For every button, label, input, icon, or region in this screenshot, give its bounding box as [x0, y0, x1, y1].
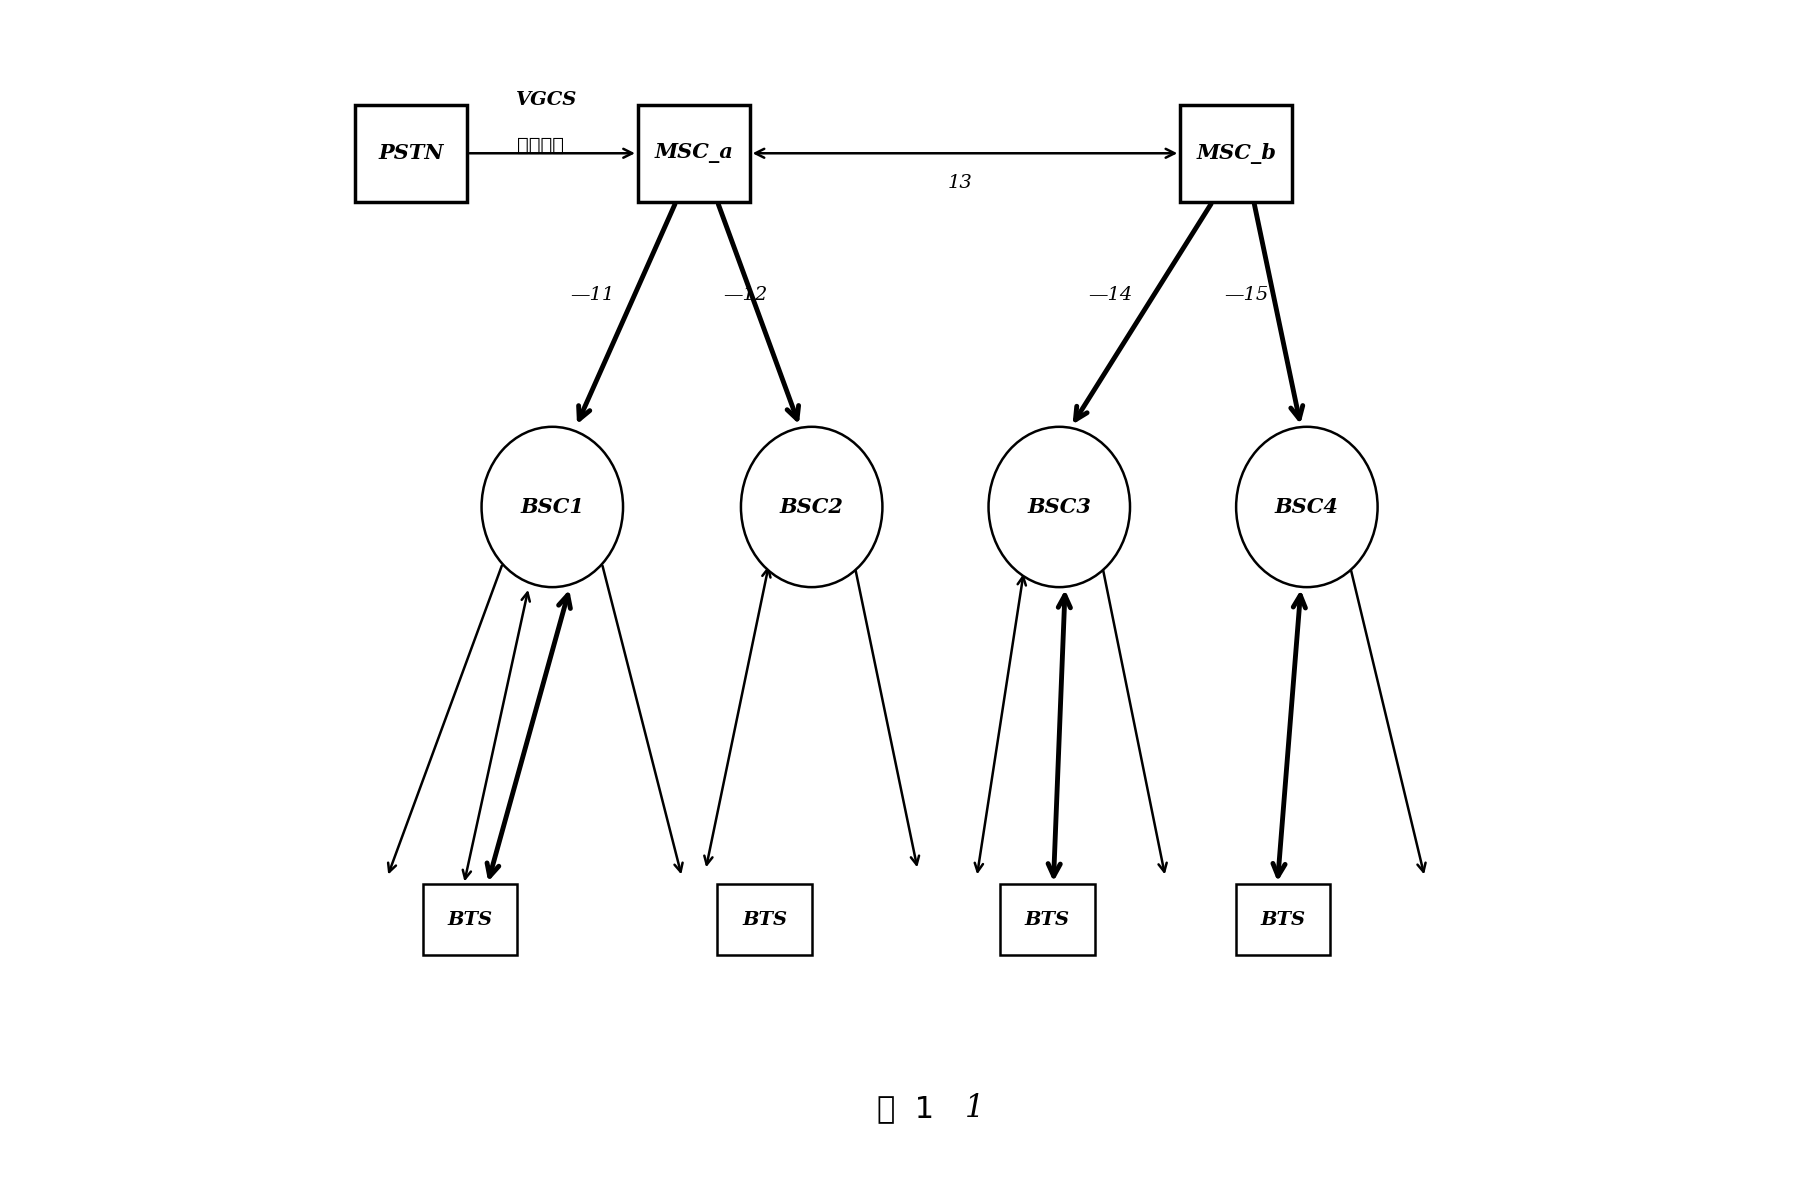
FancyBboxPatch shape [422, 884, 516, 955]
Text: MSC_b: MSC_b [1196, 143, 1276, 164]
FancyBboxPatch shape [1236, 884, 1330, 955]
Text: 图  1: 图 1 [877, 1094, 935, 1122]
Text: VGCS: VGCS [516, 91, 576, 110]
Ellipse shape [482, 427, 623, 587]
Text: 业务建立: 业务建立 [516, 136, 564, 154]
FancyBboxPatch shape [1000, 884, 1094, 955]
Text: BTS: BTS [1026, 910, 1071, 929]
Text: BTS: BTS [448, 910, 493, 929]
Text: BSC1: BSC1 [520, 498, 583, 516]
FancyBboxPatch shape [1180, 105, 1292, 202]
Text: 13: 13 [948, 173, 971, 192]
Text: MSC_a: MSC_a [654, 144, 734, 163]
FancyBboxPatch shape [355, 105, 467, 202]
Text: BTS: BTS [741, 910, 786, 929]
Ellipse shape [1236, 427, 1377, 587]
FancyBboxPatch shape [638, 105, 750, 202]
Text: —12: —12 [723, 285, 768, 304]
Text: BTS: BTS [1261, 910, 1306, 929]
Ellipse shape [989, 427, 1131, 587]
Text: —14: —14 [1089, 285, 1132, 304]
FancyBboxPatch shape [718, 884, 812, 955]
Text: —11: —11 [571, 285, 614, 304]
Text: 1: 1 [966, 1093, 984, 1124]
Text: BSC3: BSC3 [1027, 498, 1091, 516]
Text: —15: —15 [1225, 285, 1268, 304]
Text: BSC2: BSC2 [779, 498, 844, 516]
Text: BSC4: BSC4 [1276, 498, 1339, 516]
Text: PSTN: PSTN [379, 144, 444, 163]
Ellipse shape [741, 427, 882, 587]
